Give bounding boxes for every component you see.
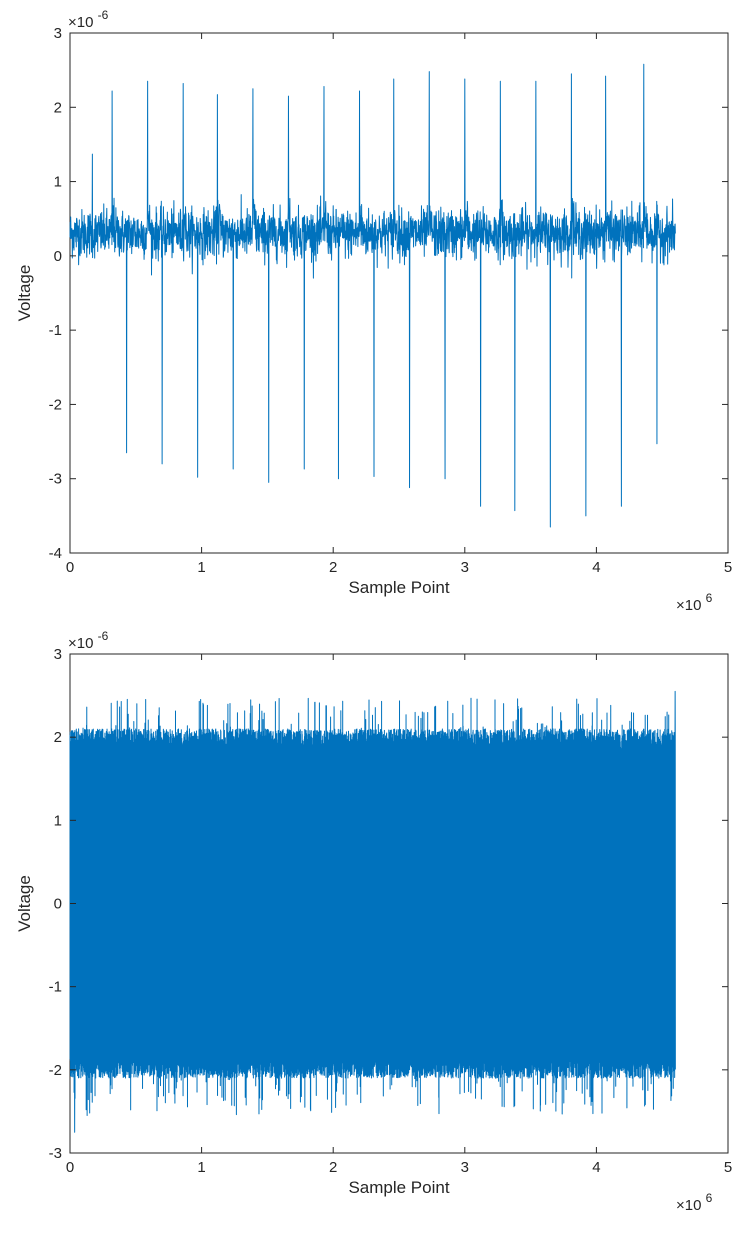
x-tick-label: 1 (197, 1159, 205, 1176)
y-tick-label: -4 (49, 545, 62, 562)
y-axis-label: Voltage (15, 875, 34, 932)
y-tick-label: 3 (54, 25, 62, 42)
x-tick-label: 3 (461, 1159, 469, 1176)
x-tick-label: 5 (724, 559, 732, 576)
x-tick-label: 3 (461, 559, 469, 576)
y-exponent-power: -6 (98, 8, 109, 22)
y-exponent-base: ×10 (68, 635, 93, 652)
x-tick-label: 0 (66, 1159, 74, 1176)
y-tick-label: 2 (54, 729, 62, 746)
top-plot: 0 1 2 3 4 5-4-3-2-10123 Sample Point Voltage … (15, 8, 732, 614)
x-tick-label: 1 (197, 559, 205, 576)
x-tick-label: 4 (592, 1159, 600, 1176)
y-axis-exponent: ×10 -6 (68, 8, 109, 31)
x-axis-label: Sample Point (348, 1178, 449, 1197)
x-exponent-power: 6 (706, 1191, 713, 1205)
y-tick-label: 3 (54, 646, 62, 663)
x-tick-label: 4 (592, 559, 600, 576)
y-tick-label: -2 (49, 1062, 62, 1079)
y-tick-label: -1 (49, 322, 62, 339)
y-exponent-power: -6 (98, 629, 109, 643)
y-tick-label: -3 (49, 1145, 62, 1162)
y-exponent-base: ×10 (68, 14, 93, 31)
bottom-plot: 0 1 2 3 4 5 -3 -2 -1 0 1 2 3 Sample Point Voltage ×1… (15, 629, 732, 1214)
x-tick-label: 2 (329, 559, 337, 576)
x-exponent-base: ×10 (676, 597, 701, 614)
voltage-series-line (70, 691, 675, 1132)
y-tick-label: -2 (49, 396, 62, 413)
x-exponent-power: 6 (706, 591, 713, 605)
y-tick-label: 1 (54, 174, 62, 191)
y-tick-label: 2 (54, 99, 62, 116)
x-axis-label: Sample Point (348, 578, 449, 597)
y-tick-label: 0 (54, 248, 62, 265)
x-axis-exponent: ×10 6 (676, 591, 713, 614)
y-tick-label: -3 (49, 471, 62, 488)
y-tick-label: 0 (54, 896, 62, 913)
y-axis-label: Voltage (15, 265, 34, 322)
voltage-trace (70, 691, 675, 1132)
x-tick-label: 2 (329, 1159, 337, 1176)
y-tick-label: 1 (54, 812, 62, 829)
x-exponent-base: ×10 (676, 1197, 701, 1214)
x-axis-exponent: ×10 6 (676, 1191, 713, 1214)
x-tick-label: 5 (724, 1159, 732, 1176)
plot-frame (70, 33, 728, 553)
y-tick-label: -1 (49, 979, 62, 996)
y-axis-exponent: ×10 -6 (68, 629, 109, 652)
x-tick-label: 0 (66, 559, 74, 576)
